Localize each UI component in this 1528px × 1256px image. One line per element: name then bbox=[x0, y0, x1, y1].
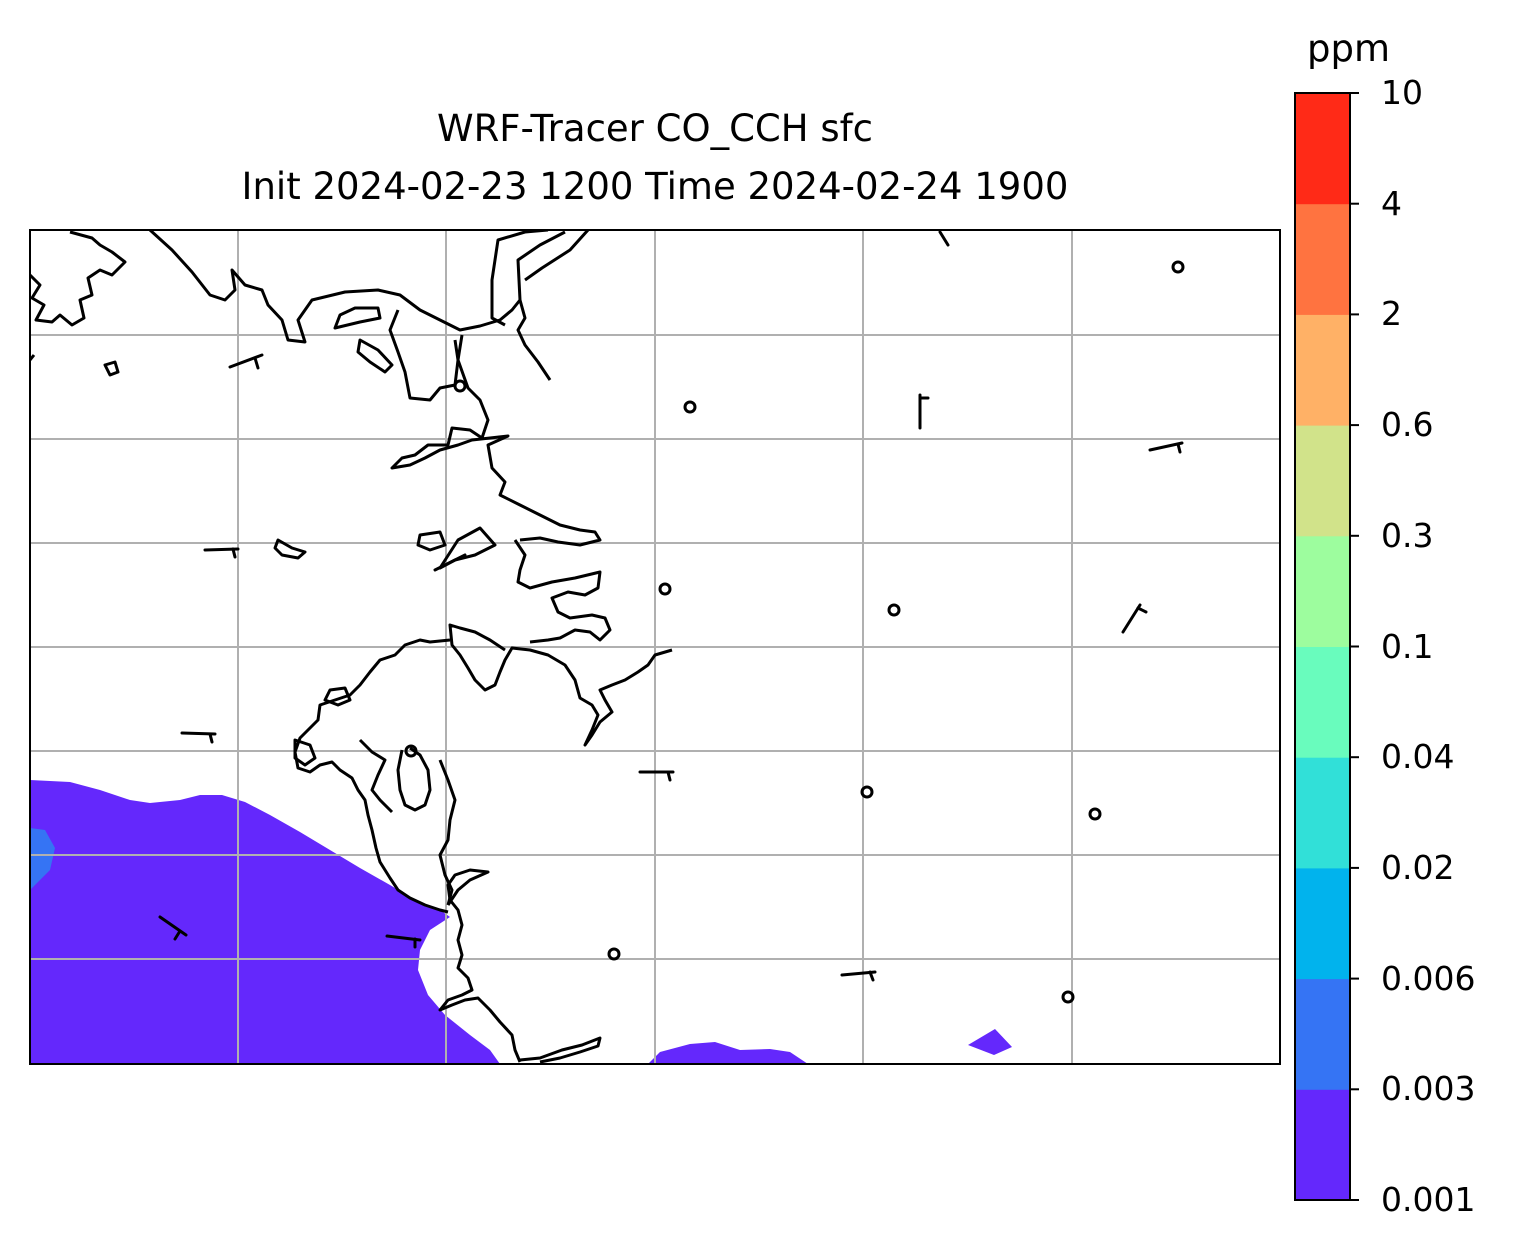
concentration-region bbox=[30, 780, 500, 1064]
chart-title-line2: Init 2024-02-23 1200 Time 2024-02-24 190… bbox=[241, 165, 1069, 208]
concentration-region bbox=[648, 1042, 808, 1064]
coastline-north bbox=[30, 230, 127, 327]
colorbar-segment bbox=[1295, 93, 1350, 205]
coastline-west-channel bbox=[388, 309, 460, 402]
coastlines bbox=[30, 230, 673, 1064]
colorbar bbox=[1294, 92, 1359, 1201]
map-frame bbox=[29, 229, 1281, 1065]
calm-wind-markers bbox=[404, 260, 1185, 1004]
coastline-fjord-inner-1 bbox=[396, 746, 432, 812]
wind-barb bbox=[158, 915, 188, 941]
colorbar-tick-label: 0.6 bbox=[1381, 405, 1434, 445]
wind-barb bbox=[1148, 441, 1184, 454]
colorbar-tick-label: 10 bbox=[1381, 73, 1423, 112]
colorbar-segment bbox=[1295, 203, 1350, 315]
wind-barb bbox=[918, 393, 930, 430]
wind-barbs bbox=[158, 230, 1184, 982]
wind-barb bbox=[938, 230, 950, 247]
wind-barb bbox=[1121, 603, 1148, 634]
coastline-river bbox=[524, 230, 590, 282]
island-mid-2 bbox=[416, 530, 447, 552]
coastline-south bbox=[438, 868, 522, 1063]
coastline-fjord-inner-3 bbox=[358, 738, 394, 814]
wind-barb bbox=[228, 353, 264, 370]
concentration-region bbox=[30, 828, 55, 890]
colorbar-segment bbox=[1295, 757, 1350, 869]
lat-lon-gridlines bbox=[30, 230, 1280, 1064]
calm-wind-circle bbox=[887, 603, 901, 617]
wind-barb bbox=[433, 553, 467, 572]
coastline-islands-cluster bbox=[513, 539, 612, 644]
colorbar-segment bbox=[1295, 867, 1350, 980]
colorbar-tick-label: 0.006 bbox=[1381, 958, 1476, 998]
island-mid-4 bbox=[273, 538, 307, 560]
coastline-inlet bbox=[490, 230, 549, 327]
calm-wind-circle bbox=[658, 582, 672, 596]
colorbar-tick-label: 4 bbox=[1381, 183, 1402, 223]
wind-barb bbox=[203, 547, 240, 559]
coastline-south-spit bbox=[519, 1036, 602, 1064]
colorbar-tick-label: 0.1 bbox=[1381, 626, 1434, 666]
island-sw-1 bbox=[323, 686, 352, 707]
calm-wind-circle bbox=[1088, 807, 1102, 821]
coastline-fjords bbox=[293, 638, 451, 914]
colorbar-tick-label: 0.04 bbox=[1381, 737, 1455, 777]
colorbar-segment bbox=[1295, 646, 1350, 758]
wind-barb bbox=[638, 770, 675, 782]
island-small-north bbox=[333, 306, 382, 330]
calm-wind-circle bbox=[683, 400, 697, 414]
concentration-region bbox=[968, 1029, 1012, 1055]
chart-title-line1: WRF-Tracer CO_CCH sfc bbox=[436, 107, 873, 150]
colorbar-segment bbox=[1295, 978, 1350, 1090]
coastline-inlet-east bbox=[516, 230, 566, 301]
calm-wind-circle bbox=[404, 744, 418, 758]
colorbar-tick-label: 0.001 bbox=[1381, 1180, 1476, 1219]
colorbar-tick-label: 0.3 bbox=[1381, 515, 1434, 555]
colorbar-segment bbox=[1295, 425, 1350, 537]
coastline-north-bay bbox=[148, 230, 552, 381]
island-sw-2 bbox=[293, 738, 317, 767]
calm-wind-circle bbox=[1171, 260, 1185, 274]
colorbar-segment bbox=[1295, 1089, 1350, 1201]
colorbar-unit-label: ppm bbox=[1307, 27, 1391, 70]
wind-barb bbox=[385, 934, 422, 949]
calm-wind-circle bbox=[453, 379, 467, 393]
colorbar-tick-label: 0.003 bbox=[1381, 1069, 1476, 1109]
colorbar-segment bbox=[1295, 314, 1350, 426]
wind-barb bbox=[180, 731, 217, 744]
island-mid-1 bbox=[356, 338, 394, 374]
calm-wind-circle bbox=[607, 947, 621, 961]
wind-barb bbox=[840, 970, 877, 982]
coastline-center-channel bbox=[390, 334, 602, 547]
concentration-shading bbox=[30, 780, 1012, 1064]
island-sw-3 bbox=[103, 360, 120, 377]
colorbar-tick-label: 2 bbox=[1381, 294, 1402, 334]
colorbar-tick-label: 0.02 bbox=[1381, 847, 1455, 887]
coastline-southeast bbox=[448, 623, 673, 747]
calm-wind-circle bbox=[860, 785, 874, 799]
colorbar-segment bbox=[1295, 535, 1350, 647]
map-area bbox=[30, 230, 1280, 1064]
calm-wind-circle bbox=[1061, 990, 1075, 1004]
